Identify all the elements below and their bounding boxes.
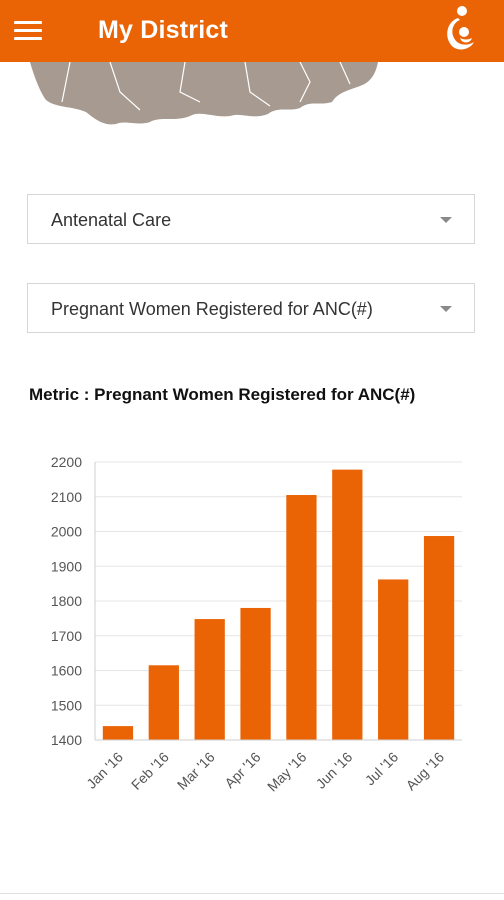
y-tick-label: 2200 (51, 454, 82, 470)
indicator-dropdown-value: Pregnant Women Registered for ANC(#) (51, 299, 373, 319)
chevron-down-icon (440, 217, 452, 223)
bar-1 (102, 726, 134, 740)
x-tick-label: Apr '16 (221, 749, 264, 792)
bar-3 (194, 619, 225, 740)
x-tick-label: Mar '16 (174, 749, 218, 793)
bar-chart: 1400 1500 1600 1700 1800 1900 2000 2100 2200 Jan … (51, 454, 462, 795)
x-tick-label: May '16 (264, 749, 310, 795)
page-title: My District (98, 16, 229, 44)
bar-2 (148, 665, 179, 740)
mother-child-logo-icon (447, 6, 474, 50)
y-tick-label: 2000 (51, 524, 82, 540)
x-tick-label: Jan '16 (83, 749, 126, 792)
y-tick-label: 1900 (51, 558, 82, 574)
program-dropdown-value: Antenatal Care (51, 210, 172, 230)
hamburger-menu-icon[interactable] (12, 16, 44, 46)
app-bar: My District (0, 0, 504, 62)
x-tick-label: Feb '16 (128, 749, 172, 793)
metric-label: Metric : Pregnant Women Registered for A… (29, 385, 416, 404)
program-dropdown[interactable]: Antenatal Care (27, 194, 475, 244)
divider (0, 893, 504, 894)
bar-5 (286, 495, 317, 740)
district-map (30, 62, 378, 125)
bar-8 (423, 536, 455, 740)
indicator-dropdown[interactable]: Pregnant Women Registered for ANC(#) (27, 283, 475, 333)
chevron-down-icon (440, 306, 452, 312)
x-tick-label: Jul '16 (362, 749, 402, 789)
x-tick-label: Jun '16 (312, 749, 355, 792)
y-tick-label: 2100 (51, 489, 82, 505)
y-tick-label: 1700 (51, 628, 82, 644)
x-tick-label: Aug '16 (403, 749, 448, 794)
y-tick-label: 1600 (51, 663, 82, 679)
bar-6 (332, 469, 363, 740)
y-tick-label: 1500 (51, 697, 82, 713)
bar-4 (240, 607, 271, 740)
y-tick-label: 1400 (51, 732, 82, 748)
bar-7 (378, 579, 409, 740)
y-tick-label: 1800 (51, 593, 82, 609)
